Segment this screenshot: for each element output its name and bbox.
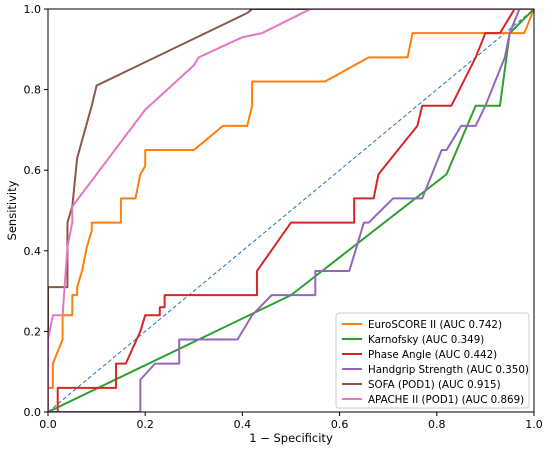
- x-tick-label: 0.8: [428, 418, 446, 431]
- legend-label: SOFA (POD1) (AUC 0.915): [368, 379, 501, 391]
- legend-label: APACHE II (POD1) (AUC 0.869): [368, 394, 524, 406]
- series-line-4: [48, 9, 534, 412]
- series-line-3: [48, 9, 534, 412]
- x-tick-label: 0.0: [39, 418, 57, 431]
- legend-label: Phase Angle (AUC 0.442): [368, 349, 497, 361]
- x-tick-label: 0.4: [234, 418, 252, 431]
- legend-label: EuroSCORE II (AUC 0.742): [368, 319, 502, 331]
- x-tick-label: 1.0: [525, 418, 543, 431]
- axes: 0.0 0.2 0.4 0.6 0.8 1.0 0.0 0.2 0.4 0.6 0.8 1.0: [24, 3, 543, 431]
- series-line-1: [48, 9, 534, 412]
- legend-label: Handgrip Strength (AUC 0.350): [368, 364, 529, 376]
- x-axis-label: 1 − Specificity: [249, 431, 333, 445]
- series-line-6: [48, 9, 534, 412]
- legend-box: [335, 312, 530, 409]
- y-tick-label: 0.2: [24, 325, 42, 338]
- x-tick-label: 0.6: [331, 418, 349, 431]
- y-tick-label: 0.8: [24, 84, 42, 97]
- y-axis-label: Sensitivity: [5, 180, 19, 240]
- y-tick-label: 1.0: [24, 3, 42, 16]
- reference-diagonal-line: [48, 9, 534, 412]
- plot-area: [48, 9, 534, 412]
- legend-label: Karnofsky (AUC 0.349): [368, 334, 484, 346]
- y-tick-label: 0.0: [24, 406, 42, 419]
- legend: EuroSCORE II (AUC 0.742) Karnofsky (AUC 0…: [335, 312, 530, 409]
- series-line-5: [48, 9, 534, 412]
- x-tick-label: 0.2: [136, 418, 154, 431]
- y-tick-label: 0.4: [24, 245, 42, 258]
- plot-frame: [47, 8, 535, 413]
- y-tick-label: 0.6: [24, 164, 42, 177]
